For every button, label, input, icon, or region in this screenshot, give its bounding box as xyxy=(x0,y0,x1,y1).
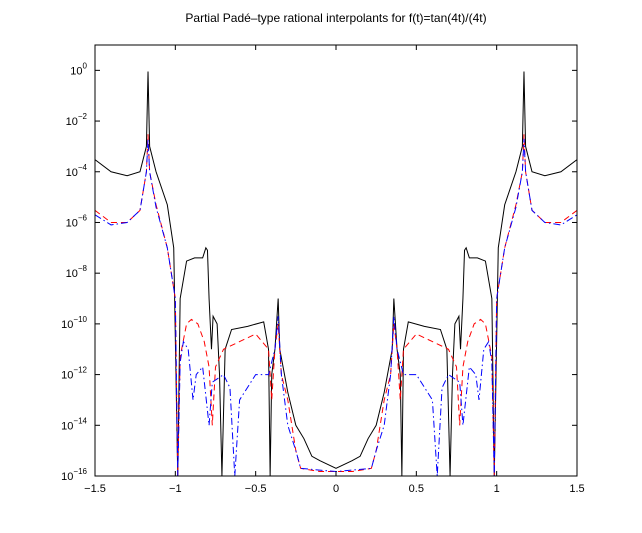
plot-frame xyxy=(94,44,578,477)
y-tick-label: 10−6 xyxy=(66,213,88,229)
x-tick-label: 0.5 xyxy=(409,483,424,495)
y-tick-label: 100 xyxy=(70,61,87,77)
y-tick-label: 10−2 xyxy=(66,112,88,128)
y-tick-label: 10−8 xyxy=(66,264,88,280)
y-tick-label: 10−14 xyxy=(61,416,87,432)
y-tick-label: 10−12 xyxy=(61,366,87,382)
series-line-3 xyxy=(95,138,577,476)
x-tick-label: −1.5 xyxy=(84,483,106,495)
y-axis: 100 10−2 10−4 10−6 10−8 10−10 10−12 10−14 10−16 xyxy=(61,61,577,483)
chart-title: Partial Padé–type rational interpolants … xyxy=(185,11,486,25)
x-tick-label: 0 xyxy=(333,483,339,495)
y-tick-label: 10−10 xyxy=(61,315,87,331)
series-line-2 xyxy=(95,134,577,476)
series-line-1 xyxy=(95,71,577,476)
y-tick-label: 10−4 xyxy=(66,163,88,179)
x-tick-label: 1 xyxy=(494,483,500,495)
x-axis: −1.5 −1 −0.5 0 0.5 1 1.5 xyxy=(84,45,585,495)
series-layer xyxy=(95,71,577,476)
x-tick-label: −1 xyxy=(169,483,182,495)
x-tick-label: 1.5 xyxy=(569,483,584,495)
x-tick-label: −0.5 xyxy=(245,483,267,495)
y-tick-label: 10−16 xyxy=(61,467,87,483)
